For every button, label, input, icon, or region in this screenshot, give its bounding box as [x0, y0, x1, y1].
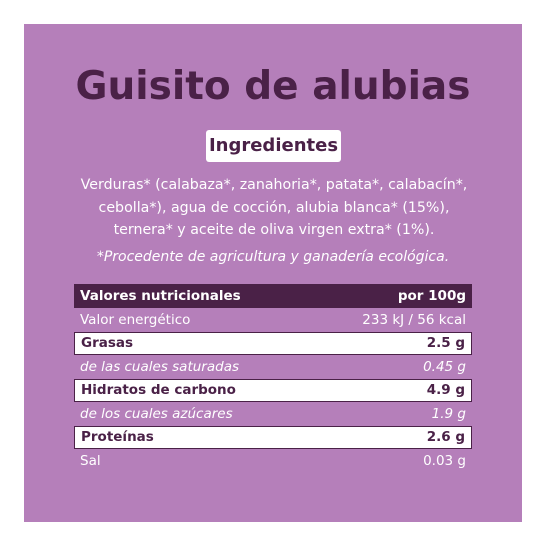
nutrition-row-saturated: de las cuales saturadas 0.45 g [74, 355, 472, 379]
nutrition-row-value: 4.9 g [426, 382, 465, 399]
organic-note: *Procedente de agricultura y ganadería e… [96, 249, 450, 265]
nutrition-row-salt: Sal 0.03 g [74, 449, 472, 473]
nutrition-row-label: Proteínas [81, 429, 154, 446]
nutrition-row-value: 1.9 g [431, 405, 466, 422]
product-title: Guisito de alubias [75, 64, 471, 109]
nutrition-row-energy: Valor energético 233 kJ / 56 kcal [74, 308, 472, 332]
nutrition-row-label: Sal [80, 452, 101, 469]
nutrition-row-label: Valor energético [80, 311, 191, 328]
nutrition-row-value: 2.6 g [426, 429, 465, 446]
nutrition-header-label: Valores nutricionales [80, 288, 241, 304]
nutrition-row-label: Grasas [81, 335, 134, 352]
nutrition-header-value: por 100g [397, 288, 466, 304]
ingredients-text: Verduras* (calabaza*, zanahoria*, patata… [80, 177, 468, 238]
nutrition-row-value: 233 kJ / 56 kcal [362, 311, 466, 328]
nutrition-row-label: de las cuales saturadas [80, 358, 240, 375]
nutrition-table: Valores nutricionales por 100g Valor ene… [74, 284, 472, 473]
nutrition-row-label: Hidratos de carbono [81, 382, 236, 399]
nutrition-header-row: Valores nutricionales por 100g [74, 284, 472, 308]
ingredients-heading: Ingredientes [206, 130, 341, 162]
nutrition-row-value: 0.45 g [423, 358, 466, 375]
nutrition-row-protein: Proteínas 2.6 g [74, 425, 472, 449]
nutrition-row-value: 2.5 g [426, 335, 465, 352]
nutrition-row-sugars: de los cuales azúcares 1.9 g [74, 402, 472, 426]
nutrition-row-value: 0.03 g [423, 452, 466, 469]
nutrition-row-label: de los cuales azúcares [80, 405, 233, 422]
nutrition-row-fat: Grasas 2.5 g [74, 331, 472, 355]
nutrition-row-carbs: Hidratos de carbono 4.9 g [74, 378, 472, 402]
